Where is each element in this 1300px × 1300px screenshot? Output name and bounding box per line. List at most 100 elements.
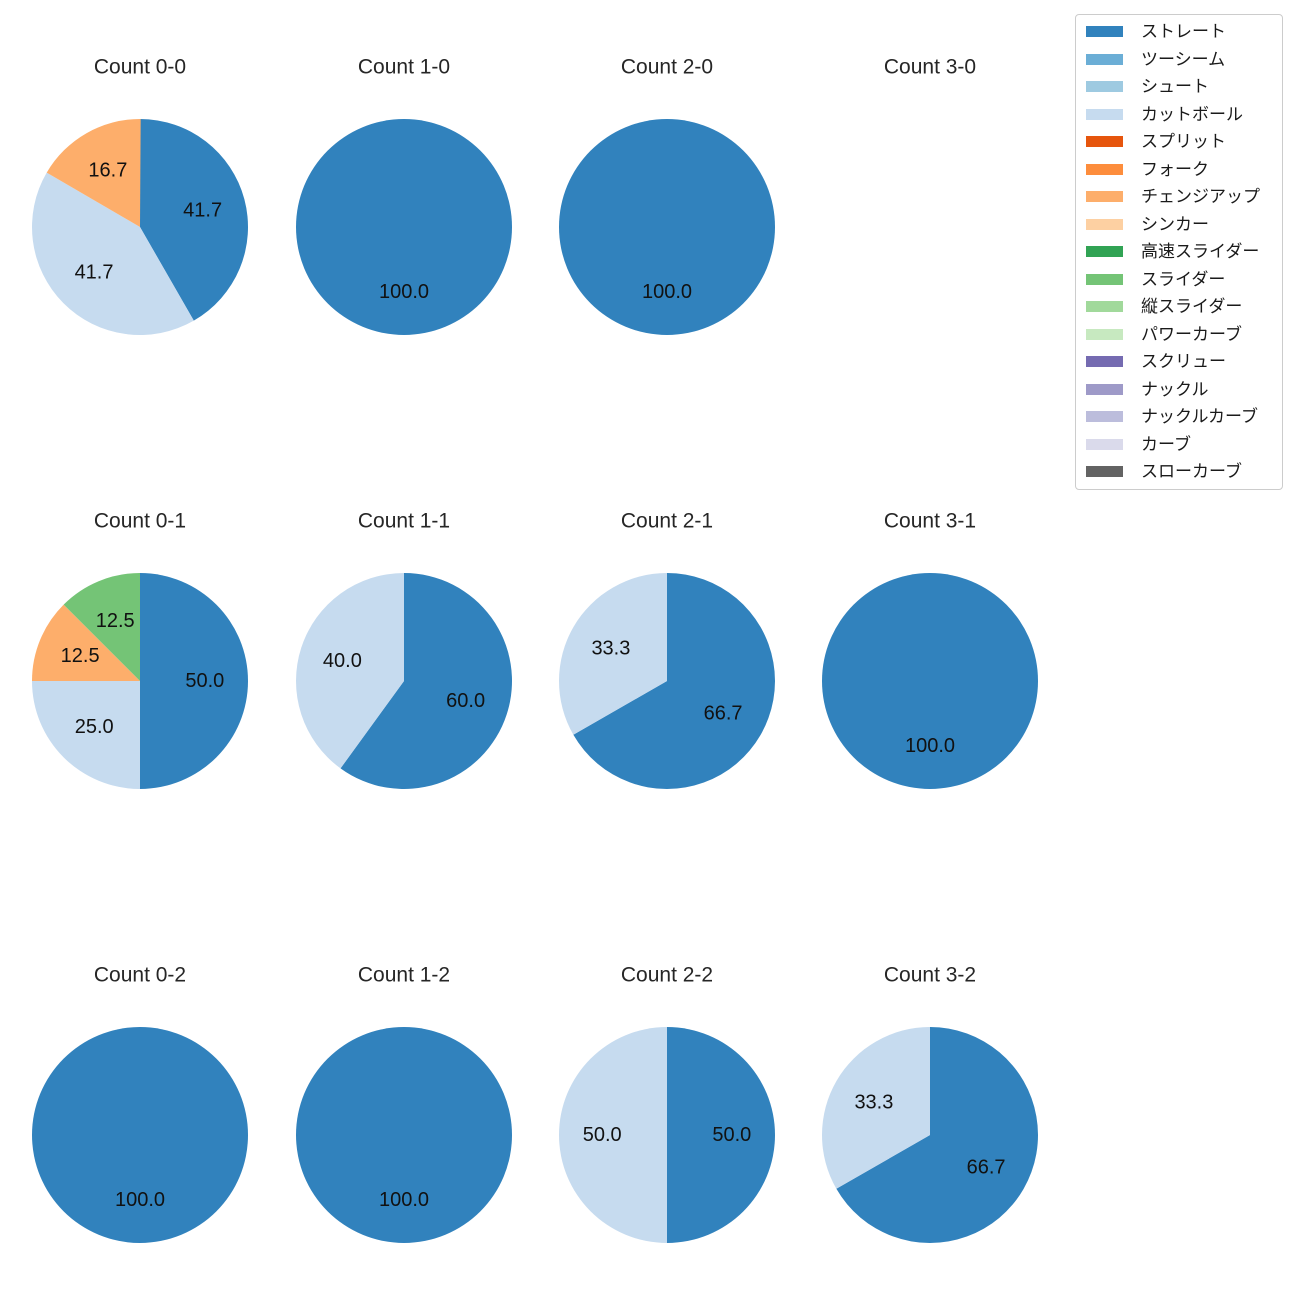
legend-label: ストレート bbox=[1141, 22, 1226, 42]
legend-label: シンカー bbox=[1141, 214, 1209, 234]
legend-swatch bbox=[1086, 26, 1123, 38]
pie-slice bbox=[32, 1027, 248, 1243]
pie-title: Count 1-0 bbox=[358, 56, 450, 79]
legend-item: ナックルカーブ bbox=[1086, 403, 1272, 431]
legend-item: 縦スライダー bbox=[1086, 293, 1272, 321]
legend-swatch bbox=[1086, 466, 1123, 478]
legend-label: シュート bbox=[1141, 77, 1209, 97]
subplot: Count 3-0 bbox=[884, 56, 976, 79]
pie-slice bbox=[46, 118, 141, 227]
pie-slice bbox=[559, 573, 667, 735]
legend: ストレートツーシームシュートカットボールスプリットフォークチェンジアップ シンカー… bbox=[1075, 14, 1283, 490]
legend-item: カットボール bbox=[1086, 101, 1272, 129]
pie-slice bbox=[836, 1027, 1038, 1243]
pie-slice-label: 100.0 bbox=[379, 281, 429, 303]
legend-item: ツーシーム bbox=[1086, 46, 1272, 74]
legend-swatch bbox=[1086, 356, 1123, 368]
legend-item: パワーカーブ bbox=[1086, 321, 1272, 349]
pie-slice-label: 100.0 bbox=[642, 281, 692, 303]
pie-slice-label: 66.7 bbox=[967, 1156, 1006, 1178]
legend-swatch bbox=[1086, 301, 1123, 313]
legend-swatch bbox=[1086, 246, 1123, 258]
subplot: Count 0-0 41.7 41.7 16.7 bbox=[31, 56, 249, 336]
legend-label: ナックルカーブ bbox=[1141, 407, 1258, 427]
legend-label: 縦スライダー bbox=[1141, 297, 1243, 317]
legend-item: スクリュー bbox=[1086, 348, 1272, 376]
pie-slice bbox=[822, 1027, 930, 1189]
legend-label: スクリュー bbox=[1141, 352, 1226, 372]
subplot: Count 1-1 60.0 40.0 bbox=[296, 510, 513, 790]
pie-slice-label: 50.0 bbox=[185, 670, 224, 692]
legend-item: チェンジアップ bbox=[1086, 183, 1272, 211]
subplot: Count 0-2 100.0 bbox=[32, 964, 248, 1243]
subplot: Count 3-1 100.0 bbox=[822, 510, 1038, 789]
pie-title: Count 2-0 bbox=[621, 56, 713, 79]
pie-slice-label: 16.7 bbox=[88, 160, 127, 182]
pie-slice-label: 60.0 bbox=[446, 690, 485, 712]
legend-label: スローカーブ bbox=[1141, 462, 1242, 482]
pie-slice-label: 33.3 bbox=[854, 1092, 893, 1114]
subplot: Count 1-0 100.0 bbox=[296, 56, 512, 335]
pie-slice-label: 66.7 bbox=[704, 702, 743, 724]
legend-swatch bbox=[1086, 411, 1123, 423]
legend-item: ナックル bbox=[1086, 376, 1272, 404]
subplot: Count 1-2 100.0 bbox=[296, 964, 512, 1243]
pie-title: Count 0-1 bbox=[94, 510, 186, 533]
legend-swatch bbox=[1086, 218, 1123, 230]
legend-item: シュート bbox=[1086, 73, 1272, 101]
legend-label: ナックル bbox=[1141, 379, 1209, 399]
pie-slice-label: 25.0 bbox=[75, 716, 114, 738]
pie-title: Count 2-1 bbox=[621, 510, 713, 533]
pie-slice-label: 100.0 bbox=[905, 735, 955, 757]
pie-slice bbox=[822, 573, 1038, 789]
pie-title: Count 1-1 bbox=[358, 510, 450, 533]
legend-swatch bbox=[1086, 136, 1123, 148]
legend-label: ツーシーム bbox=[1141, 49, 1226, 69]
legend-label: パワーカーブ bbox=[1141, 324, 1242, 344]
legend-swatch bbox=[1086, 273, 1123, 285]
pie-title: Count 2-2 bbox=[621, 964, 713, 987]
legend-label: スライダー bbox=[1141, 269, 1226, 289]
pie-slice-label: 40.0 bbox=[323, 650, 362, 672]
subplot: Count 2-2 50.0 50.0 bbox=[559, 964, 775, 1243]
legend-item: フォーク bbox=[1086, 156, 1272, 184]
pie-slice bbox=[140, 119, 249, 321]
legend-item: ストレート bbox=[1086, 18, 1272, 46]
legend-label: チェンジアップ bbox=[1141, 187, 1260, 207]
legend-item: カーブ bbox=[1086, 431, 1272, 459]
legend-swatch bbox=[1086, 53, 1123, 65]
pie-slice bbox=[559, 119, 775, 335]
pie-slice bbox=[296, 119, 512, 335]
pie-slice bbox=[32, 604, 140, 681]
pie-title: Count 3-2 bbox=[884, 964, 976, 987]
pie-title: Count 3-0 bbox=[884, 56, 976, 79]
legend-swatch bbox=[1086, 438, 1123, 450]
pie-title: Count 0-2 bbox=[94, 964, 186, 987]
pie-title: Count 0-0 bbox=[94, 56, 186, 79]
pie-slice-label: 33.3 bbox=[591, 638, 630, 660]
legend-item: シンカー bbox=[1086, 211, 1272, 239]
legend-swatch bbox=[1086, 81, 1123, 93]
subplot: Count 3-2 66.7 33.3 bbox=[822, 964, 1038, 1243]
legend-label: スプリット bbox=[1141, 132, 1226, 152]
legend-item: スプリット bbox=[1086, 128, 1272, 156]
pie-title: Count 3-1 bbox=[884, 510, 976, 533]
pie-slice bbox=[573, 573, 775, 790]
pie-slice-label: 100.0 bbox=[379, 1189, 429, 1211]
pie-slice bbox=[32, 681, 140, 789]
pie-slice bbox=[340, 573, 513, 790]
legend-swatch bbox=[1086, 163, 1123, 175]
pie-slice-label: 50.0 bbox=[583, 1124, 622, 1146]
pie-slice bbox=[667, 1027, 775, 1243]
legend-swatch bbox=[1086, 191, 1123, 203]
legend-swatch bbox=[1086, 383, 1123, 395]
legend-label: 高速スライダー bbox=[1141, 242, 1260, 262]
legend-item: 高速スライダー bbox=[1086, 238, 1272, 266]
pie-slice-label: 41.7 bbox=[183, 199, 222, 221]
pie-slice-label: 50.0 bbox=[712, 1124, 751, 1146]
pie-title: Count 1-2 bbox=[358, 964, 450, 987]
pie-slice-label: 12.5 bbox=[61, 645, 100, 667]
pie-slice-label: 100.0 bbox=[115, 1189, 165, 1211]
